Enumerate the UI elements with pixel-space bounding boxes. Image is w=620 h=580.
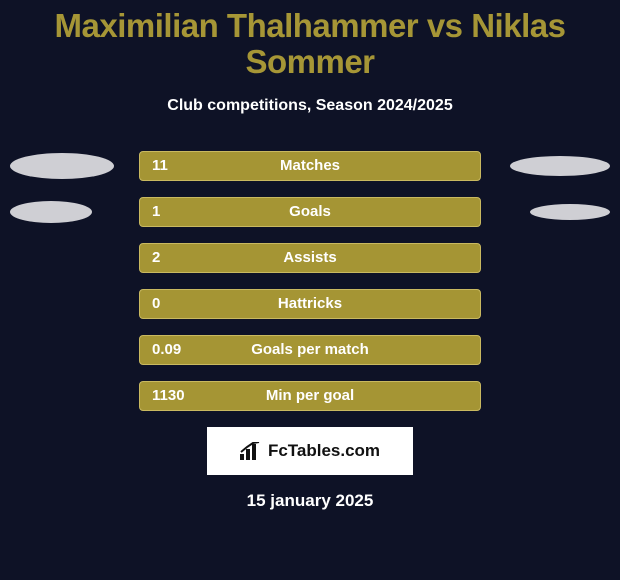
stat-value-left: 0.09 <box>152 341 181 358</box>
stat-value-left: 2 <box>152 249 160 266</box>
stat-row: 1 Goals <box>10 197 610 227</box>
generation-date: 15 january 2025 <box>0 491 620 511</box>
stat-bar: 0.09 Goals per match <box>139 335 481 365</box>
stats-comparison-area: 11 Matches 1 Goals 2 Assists 0 Hattricks 0.09 Goa… <box>0 151 620 411</box>
player1-name: Maximilian Thalhammer <box>55 7 419 44</box>
vs-label: vs <box>427 7 463 44</box>
stat-label: Matches <box>280 157 340 174</box>
stat-value-left: 1 <box>152 203 160 220</box>
right-player-ellipse <box>530 204 610 220</box>
stat-label: Goals <box>289 203 331 220</box>
footer: FcTables.com 15 january 2025 <box>0 427 620 511</box>
stat-row: 11 Matches <box>10 151 610 181</box>
stat-bar: 2 Assists <box>139 243 481 273</box>
stat-bar: 1 Goals <box>139 197 481 227</box>
stat-label: Min per goal <box>266 387 354 404</box>
comparison-title: Maximilian Thalhammer vs Niklas Sommer <box>0 0 620 81</box>
stat-bar: 0 Hattricks <box>139 289 481 319</box>
stat-label: Goals per match <box>251 341 369 358</box>
stat-value-left: 0 <box>152 295 160 312</box>
stat-bar: 1130 Min per goal <box>139 381 481 411</box>
stat-bar: 11 Matches <box>139 151 481 181</box>
stat-row: 1130 Min per goal <box>10 381 610 411</box>
fctables-logo: FcTables.com <box>207 427 413 475</box>
right-player-ellipse <box>510 156 610 176</box>
left-player-ellipse <box>10 201 92 223</box>
fctables-logo-icon <box>240 442 262 460</box>
left-player-ellipse <box>10 153 114 179</box>
stat-row: 2 Assists <box>10 243 610 273</box>
stat-label: Hattricks <box>278 295 342 312</box>
stat-value-left: 1130 <box>152 387 185 404</box>
stat-label: Assists <box>283 249 336 266</box>
stat-row: 0 Hattricks <box>10 289 610 319</box>
fctables-logo-text: FcTables.com <box>268 441 380 461</box>
stat-value-left: 11 <box>152 157 168 174</box>
subtitle: Club competitions, Season 2024/2025 <box>0 97 620 115</box>
stat-row: 0.09 Goals per match <box>10 335 610 365</box>
